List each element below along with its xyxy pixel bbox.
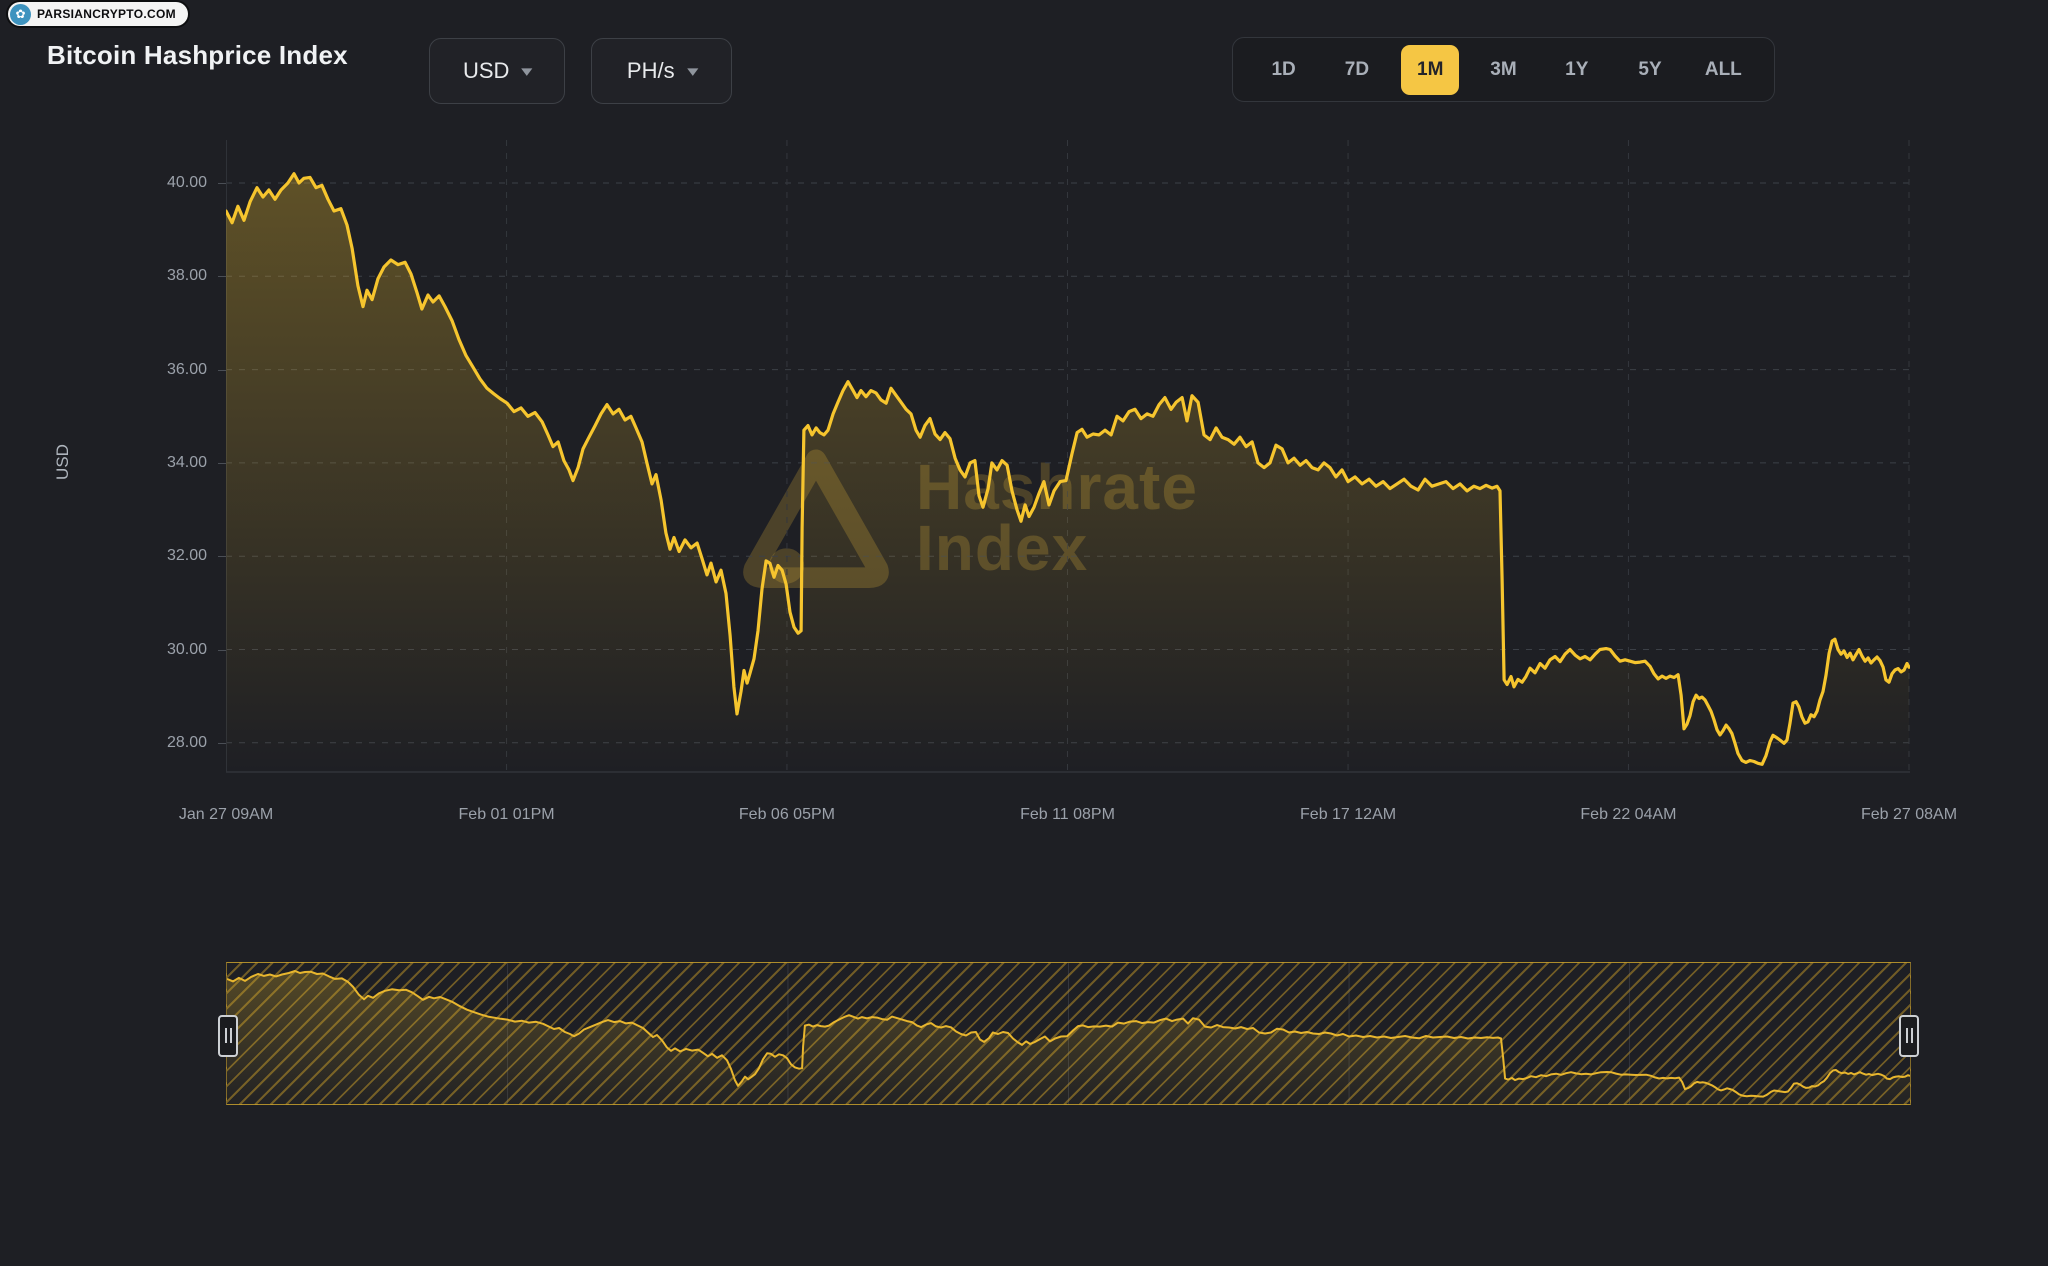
y-axis-tick-label: 38.00 xyxy=(166,267,207,285)
y-axis-tick-label: 28.00 xyxy=(166,733,207,751)
x-axis-tick-label: Feb 27 08AM xyxy=(1860,806,1958,823)
chart-area-fill xyxy=(226,173,1909,772)
y-axis-tick-mark xyxy=(218,183,227,184)
hashrate-unit-dropdown-value: PH/s xyxy=(626,58,675,83)
coin-hand-icon: ✿ xyxy=(10,3,31,25)
chevron-down-icon: ▾ xyxy=(521,63,533,80)
time-range-selector: 1D 7D 1M 3M 1Y 5Y ALL xyxy=(1232,37,1775,102)
x-axis-tick-label: Feb 17 12AM xyxy=(1300,806,1397,823)
range-button-7d[interactable]: 7D xyxy=(1344,58,1370,80)
range-button-1d[interactable]: 1D xyxy=(1271,58,1296,80)
y-axis-tick-label: 40.00 xyxy=(166,174,207,191)
x-axis-tick-label: Feb 06 05PM xyxy=(738,806,835,823)
currency-dropdown[interactable]: USD ▾ xyxy=(429,38,565,104)
y-axis-unit-label: USD xyxy=(53,444,72,480)
range-button-5y[interactable]: 5Y xyxy=(1638,58,1662,80)
hashrate-unit-dropdown[interactable]: PH/s ▾ xyxy=(591,38,732,104)
brush-handle-right[interactable] xyxy=(1899,1014,1919,1057)
chevron-down-icon: ▾ xyxy=(686,63,698,80)
y-axis-tick-mark xyxy=(218,462,227,464)
brush-handle-left[interactable] xyxy=(218,1014,238,1057)
currency-dropdown-value: USD xyxy=(463,58,510,83)
range-button-1m[interactable]: 1M xyxy=(1401,44,1460,95)
x-axis-tick-label: Jan 27 09AM xyxy=(178,806,274,823)
y-axis-tick-label: 36.00 xyxy=(166,360,207,378)
page-title: Bitcoin Hashprice Index xyxy=(47,40,348,70)
chart-range-brush[interactable] xyxy=(218,962,1919,1105)
range-button-3m[interactable]: 3M xyxy=(1490,58,1517,80)
y-axis-tick-mark xyxy=(218,649,227,651)
y-axis-tick-label: 30.00 xyxy=(166,640,207,658)
range-button-all[interactable]: ALL xyxy=(1704,58,1742,80)
y-axis-tick-mark xyxy=(218,276,227,278)
brush-mini-chart xyxy=(227,963,1910,1104)
chart-line xyxy=(226,172,1910,766)
y-axis-tick-label: 32.00 xyxy=(166,547,207,565)
y-axis-tick-mark xyxy=(218,369,227,371)
x-axis-tick-label: Feb 11 08PM xyxy=(1020,806,1115,823)
y-axis-tick-mark xyxy=(218,556,227,558)
x-axis-tick-label: Feb 22 04AM xyxy=(1580,806,1677,823)
x-axis-tick-label: Feb 01 01PM xyxy=(458,806,555,823)
hashprice-line-chart[interactable] xyxy=(226,140,1910,773)
y-axis-tick-mark xyxy=(218,742,227,744)
badge-text: PARSIANCRYPTO.COM xyxy=(37,7,176,21)
range-button-1y[interactable]: 1Y xyxy=(1565,58,1589,80)
parsiancrypto-badge: ✿ PARSIANCRYPTO.COM xyxy=(8,2,188,26)
y-axis-tick-label: 34.00 xyxy=(166,453,207,471)
